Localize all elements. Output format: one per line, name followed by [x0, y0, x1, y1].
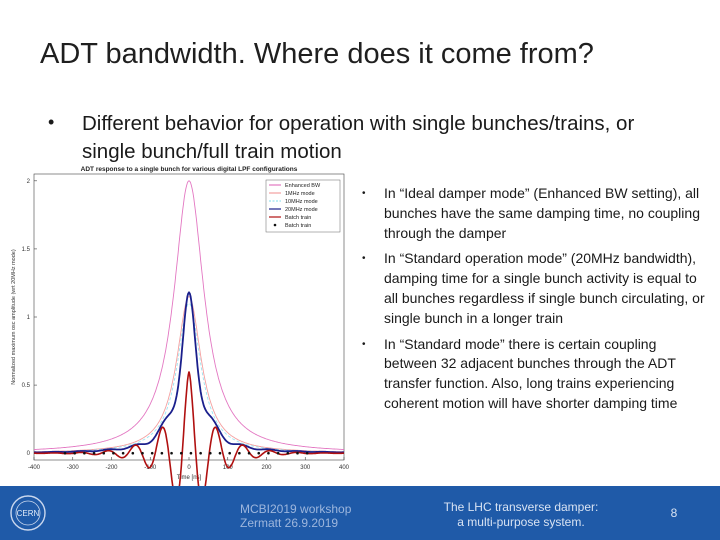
batch-train-point [63, 451, 67, 455]
adt-response-chart: -400 -300 -200 -100 0 100 200 300 40000.511.52AD… [11, 166, 350, 490]
batch-train-point [102, 451, 106, 455]
batch-train-point [92, 451, 96, 455]
x-tick-label: 400 [339, 465, 350, 471]
bullet-text: In “Standard mode” there is certain coup… [384, 335, 678, 411]
batch-train-point [189, 451, 193, 455]
legend-entry: 20MHz mode [285, 207, 318, 213]
batch-train-point [218, 451, 222, 455]
batch-train-point [150, 451, 154, 455]
y-tick-label: 0.5 [22, 383, 31, 389]
batch-train-point [267, 451, 270, 455]
legend-marker [273, 223, 277, 227]
bullet-standard-operation-mode: • In “Standard operation mode” (20MHz ba… [362, 249, 707, 328]
chart-title: ADT response to a single bunch for vario… [81, 166, 298, 173]
batch-train-point [238, 451, 241, 455]
workshop-info: MCBI2019 workshop Zermatt 26.9.2019 [240, 502, 351, 530]
batch-train-point [170, 451, 173, 455]
y-tick-label: 0 [27, 451, 31, 457]
y-tick-label: 1 [27, 315, 31, 321]
x-tick-label: -200 [105, 465, 118, 471]
cern-logo-text: CERN [17, 509, 40, 518]
batch-train-point [141, 451, 144, 455]
x-axis-label: Time [ns] [177, 475, 202, 481]
batch-train-point [199, 451, 202, 455]
batch-train-point [73, 451, 76, 455]
series-line-3 [34, 291, 344, 454]
x-tick-label: 200 [261, 465, 272, 471]
batch-train-point [131, 451, 135, 455]
batch-train-point [247, 451, 251, 455]
footer-bar: CERN MCBI2019 workshop Zermatt 26.9.2019… [0, 486, 720, 540]
legend-entry: Enhanced BW [285, 183, 321, 189]
bullet-ideal-damper-mode: • In “Ideal damper mode” (Enhanced BW se… [362, 184, 707, 243]
series-line-1 [34, 296, 344, 453]
bullet-marker: • [362, 188, 366, 199]
bullet-marker: • [362, 253, 366, 265]
main-bullet-text: Different behavior for operation with si… [82, 112, 635, 163]
legend-entry: Batch train [285, 223, 311, 229]
bullet-standard-mode-coupling: • In “Standard mode” there is certain co… [362, 335, 707, 414]
series-line-4 [34, 371, 344, 490]
y-axis-label: Normalized maximum osc amplitude (wrt 20… [11, 249, 17, 385]
legend-entry: 10MHz mode [285, 199, 318, 205]
batch-train-point [228, 451, 231, 455]
page-number: 8 [670, 506, 678, 520]
batch-train-point [160, 451, 164, 455]
batch-train-point [112, 451, 115, 455]
slide-title: ADT bandwidth. Where does it come from? [40, 38, 594, 70]
bullet-text: In “Standard operation mode” (20MHz band… [384, 250, 705, 326]
batch-train-point [179, 451, 183, 455]
legend-entry: 1MHz mode [285, 191, 315, 197]
y-tick-label: 1.5 [22, 247, 31, 253]
detail-bullet-list: • In “Ideal damper mode” (Enhanced BW se… [362, 184, 707, 420]
x-tick-label: 0 [187, 465, 191, 471]
workshop-date: Zermatt 26.9.2019 [240, 516, 339, 530]
batch-train-point [276, 451, 280, 455]
workshop-name: MCBI2019 workshop [240, 502, 352, 516]
batch-train-point [286, 451, 290, 455]
main-bullet-marker: • [48, 112, 55, 132]
batch-train-point [209, 451, 212, 455]
x-tick-label: 300 [300, 465, 311, 471]
talk-title-line2: a multi-purpose system. [457, 515, 585, 529]
bullet-text: In “Ideal damper mode” (Enhanced BW sett… [384, 185, 700, 241]
y-tick-label: 2 [27, 179, 31, 185]
cern-logo: CERN [10, 495, 46, 531]
x-tick-label: -400 [28, 465, 41, 471]
x-tick-label: -300 [67, 465, 80, 471]
series-line-0 [34, 180, 344, 450]
batch-train-point [121, 451, 125, 455]
batch-train-point [305, 451, 309, 455]
talk-title: The LHC transverse damper: a multi-purpo… [440, 500, 602, 530]
batch-train-point [296, 451, 299, 455]
legend-entry: Batch train [285, 215, 311, 221]
bullet-marker: • [362, 338, 366, 350]
batch-train-point [83, 451, 86, 455]
batch-train-point [257, 451, 261, 455]
talk-title-line1: The LHC transverse damper: [443, 500, 599, 514]
legend-box [265, 179, 341, 233]
